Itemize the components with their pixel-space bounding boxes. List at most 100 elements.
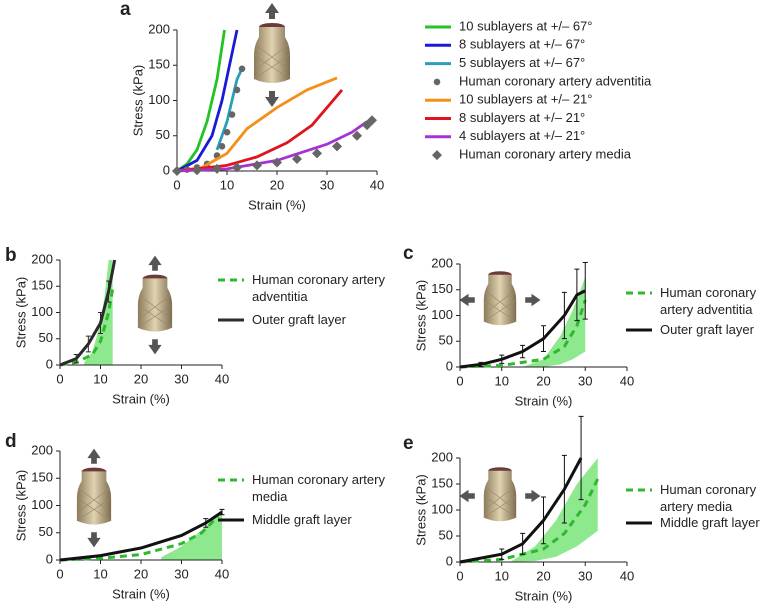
x-tick-label: 30 <box>320 177 334 192</box>
y-tick-label: 50 <box>39 524 53 539</box>
data-point <box>228 111 236 118</box>
range-band <box>84 260 113 365</box>
x-tick-label: 20 <box>536 373 550 388</box>
y-tick-label: 0 <box>163 162 170 177</box>
x-axis-title: Strain (%) <box>515 588 573 603</box>
y-tick-label: 50 <box>439 333 453 348</box>
x-tick-label: 30 <box>174 566 188 581</box>
x-tick-label: 10 <box>495 568 509 583</box>
x-tick-label: 10 <box>495 373 509 388</box>
data-point <box>218 143 226 150</box>
y-tick-label: 150 <box>31 278 53 293</box>
error-bar <box>541 325 546 353</box>
legend-marker <box>432 150 442 161</box>
error-bar <box>499 548 505 560</box>
legend-label: 5 sublayers at +/– 67° <box>459 55 585 70</box>
error-bar-line <box>106 280 112 303</box>
range-band <box>161 510 222 560</box>
y-tick-label: 50 <box>39 330 53 345</box>
x-tick-label: 0 <box>456 568 463 583</box>
x-tick-label: 20 <box>134 371 148 386</box>
legend-label: Outer graft layer <box>252 312 346 327</box>
y-tick-label: 200 <box>148 21 170 36</box>
y-tick-label: 0 <box>446 358 453 373</box>
data-point <box>312 148 322 159</box>
error-bar-line <box>541 496 546 545</box>
x-axis-title: Strain (%) <box>112 391 170 406</box>
data-point <box>292 154 302 165</box>
legend-label: Human coronary artery media <box>459 147 632 162</box>
y-tick-label: 150 <box>431 475 453 490</box>
y-axis-title: Stress (kPa) <box>13 470 28 542</box>
legend-label: Outer graft layer <box>660 322 754 337</box>
icon-e <box>459 466 541 522</box>
error-bar-line <box>574 268 580 322</box>
y-tick-label: 200 <box>431 449 453 464</box>
y-tick-label: 50 <box>439 527 453 542</box>
panel: d 0 50 100 150 200 0 10 20 30 40 Strain (%) Stress (… <box>5 431 385 601</box>
legend-box: Human coronary artery media <box>660 482 756 514</box>
data-point <box>238 65 246 73</box>
series-line <box>176 89 344 173</box>
range-band <box>510 458 598 562</box>
x-tick-label: 0 <box>56 566 63 581</box>
y-tick-label: 50 <box>156 127 170 142</box>
error-bar-line <box>578 415 584 501</box>
error-bar <box>520 344 526 359</box>
panel-label: e <box>403 433 414 454</box>
data-point <box>192 165 202 176</box>
error-bar-line <box>478 361 484 367</box>
y-tick-label: 100 <box>431 307 453 322</box>
y-tick-label: 100 <box>431 501 453 516</box>
x-tick-label: 40 <box>215 371 229 386</box>
x-tick-label: 10 <box>93 371 107 386</box>
error-bar <box>219 508 225 516</box>
series-line <box>459 457 583 564</box>
range-band <box>522 276 586 367</box>
error-bar-line <box>541 325 546 353</box>
error-bar <box>574 268 580 322</box>
error-bar-line <box>73 354 79 364</box>
panel: a 0 50 100 150 200 0 10 20 30 40 Strain (%) Stress (… <box>120 0 652 212</box>
error-bar <box>73 354 79 364</box>
legend-box: Human coronary artery adventitia <box>660 285 756 317</box>
error-bar-line <box>561 454 567 524</box>
series-line <box>59 510 223 562</box>
legend-label: Human coronary artery adventitia <box>252 272 385 304</box>
panel-label: d <box>5 431 17 452</box>
x-tick-label: 0 <box>173 177 180 192</box>
data-point <box>352 130 362 141</box>
legend-label: Middle graft layer <box>660 515 760 530</box>
error-bar <box>499 354 505 364</box>
series-line <box>459 478 600 564</box>
error-bar <box>561 454 567 524</box>
x-tick-label: 20 <box>536 568 550 583</box>
x-tick-label: 10 <box>93 566 107 581</box>
y-tick-label: 0 <box>46 551 53 566</box>
y-axis-title: Stress (kPa) <box>413 280 428 352</box>
legend-label: 8 sublayers at +/– 67° <box>459 37 585 52</box>
legend-marker <box>433 78 441 86</box>
error-bar-line <box>499 548 505 560</box>
icon-a <box>253 3 291 107</box>
data-point <box>233 86 241 94</box>
icon-c <box>459 270 541 326</box>
panel-label: a <box>120 0 131 20</box>
y-tick-label: 200 <box>431 255 453 270</box>
error-bar <box>85 335 91 353</box>
y-tick-label: 0 <box>46 356 53 371</box>
x-tick-label: 40 <box>620 568 634 583</box>
y-tick-label: 200 <box>31 442 53 457</box>
series-line <box>59 288 115 367</box>
data-point <box>332 141 342 152</box>
x-tick-label: 30 <box>174 371 188 386</box>
icon-b <box>137 255 173 355</box>
x-tick-label: 20 <box>270 177 284 192</box>
y-tick-label: 200 <box>31 251 53 266</box>
x-axis-title: Strain (%) <box>248 197 306 212</box>
series-line <box>176 29 239 173</box>
data-point <box>172 166 182 176</box>
legend-label: Middle graft layer <box>252 512 352 527</box>
error-bar <box>578 415 584 501</box>
